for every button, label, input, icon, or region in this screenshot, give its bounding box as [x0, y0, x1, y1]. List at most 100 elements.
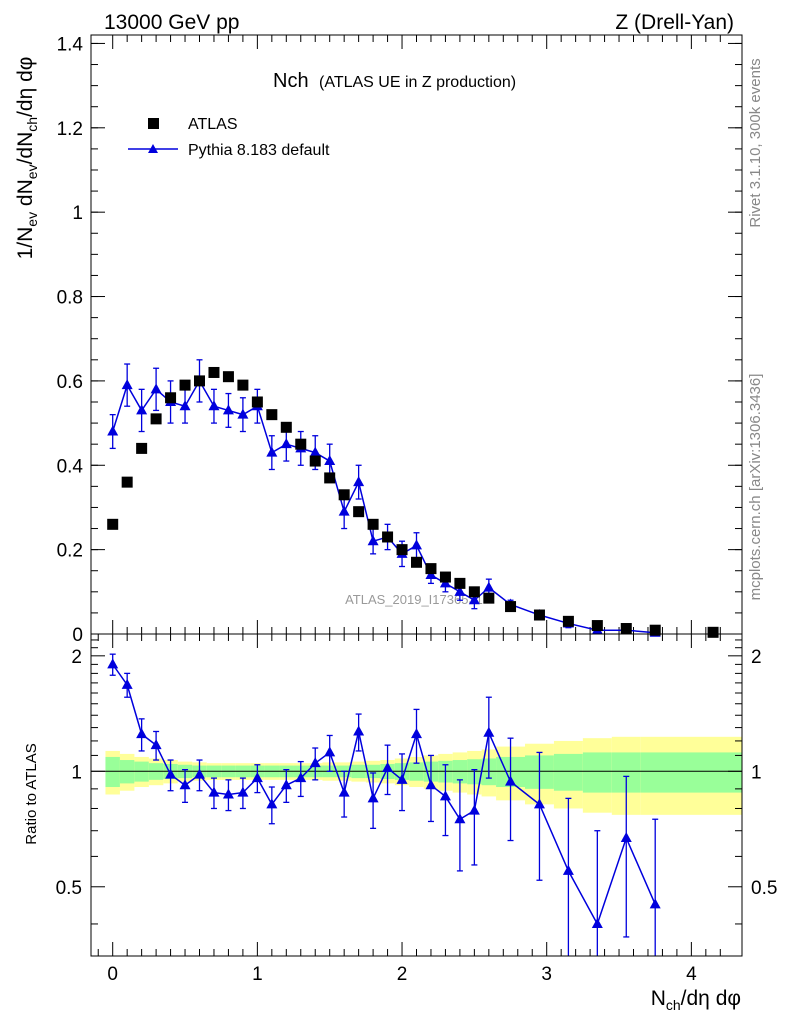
ratio-point	[483, 726, 495, 737]
atlas-point	[136, 442, 148, 454]
ratio-point	[237, 786, 249, 797]
atlas-point	[208, 366, 220, 378]
atlas-point	[266, 409, 278, 421]
xtick-label: 1	[252, 964, 263, 985]
ratio-ytick-label: 0.5	[56, 878, 82, 899]
ratio-point	[324, 746, 336, 757]
ratio-point	[367, 792, 379, 803]
atlas-point	[222, 371, 234, 383]
atlas-point	[367, 518, 379, 530]
ratio-plot-area	[107, 653, 661, 956]
ratio-point	[468, 804, 480, 815]
xtick-label: 3	[541, 964, 552, 985]
xtick-label: 4	[686, 964, 697, 985]
ratio-point	[295, 772, 307, 783]
atlas-point	[353, 506, 365, 518]
xtick-label: 0	[107, 964, 118, 985]
ratio-panel: Ratio to ATLAS 0.5 0.5 1 1 2 2 0 1 2 3 4 Nch/dη d…	[23, 633, 777, 1013]
ratio-point	[505, 775, 517, 786]
pythia-point	[222, 404, 234, 415]
ratio-point	[396, 773, 408, 784]
main-y-axis: 0 0.2 0.4 0.6 0.8 1 1.2 1.4	[57, 34, 742, 646]
band-inner	[640, 752, 742, 793]
ratio-point	[533, 798, 545, 809]
atlas-point	[121, 476, 133, 488]
main-ytick-label: 0	[72, 625, 83, 646]
ratio-point	[439, 790, 451, 801]
main-ytick-label: 0.2	[57, 541, 83, 562]
ratio-ytick-label: 1	[71, 762, 82, 783]
pythia-point	[266, 446, 278, 457]
band-inner	[582, 752, 612, 793]
atlas-point	[382, 531, 394, 543]
x-axis-label: Nch/dη dφ	[651, 987, 741, 1013]
atlas-point	[150, 413, 162, 425]
ratio-point	[649, 898, 661, 909]
atlas-point	[649, 624, 661, 636]
ratio-ytick-label-right: 1	[751, 762, 762, 783]
main-ylabel: 1/Nev dNev/dNch/dη dφ	[14, 57, 40, 260]
pythia-point	[237, 408, 249, 419]
pythia-point	[454, 585, 466, 596]
main-title-sub: (ATLAS UE in Z production)	[319, 74, 516, 91]
ratio-point	[150, 739, 162, 750]
atlas-point	[533, 609, 545, 621]
atlas-point	[425, 563, 437, 575]
atlas-point	[483, 592, 495, 604]
pythia-point	[309, 446, 321, 457]
atlas-point	[194, 375, 205, 387]
pythia-point	[179, 400, 191, 411]
atlas-point	[237, 379, 249, 391]
ratio-point	[107, 658, 119, 669]
ratio-point	[280, 779, 292, 790]
ratio-point	[338, 786, 350, 797]
atlas-point	[454, 577, 466, 589]
band-inner	[105, 756, 120, 788]
main-ytick-label: 0.4	[57, 456, 84, 477]
ratio-frame	[90, 633, 743, 957]
ratio-point	[425, 779, 437, 790]
ratio-point	[620, 832, 632, 843]
ratio-point	[353, 725, 365, 736]
pythia-point	[208, 400, 220, 411]
ratio-point	[562, 864, 574, 875]
pythia-point	[483, 581, 495, 592]
atlas-point	[411, 556, 422, 568]
ratio-point	[591, 917, 603, 928]
main-ytick-label: 0.8	[57, 288, 83, 309]
watermark: ATLAS_2019_I1736531	[345, 592, 483, 607]
pythia-point	[121, 379, 133, 390]
ratio-point	[251, 772, 263, 783]
mcplots-label: mcplots.cern.ch [arXiv:1306.3436]	[747, 374, 764, 601]
atlas-point	[707, 626, 719, 638]
ratio-point	[165, 768, 177, 779]
atlas-point	[620, 623, 632, 635]
legend-atlas-marker	[148, 118, 159, 129]
atlas-point	[165, 392, 177, 404]
atlas-point	[179, 379, 191, 391]
legend-pythia-label: Pythia 8.183 default	[188, 142, 330, 159]
pythia-point	[353, 476, 365, 487]
main-plot-area	[107, 35, 721, 638]
legend-atlas-label: ATLAS	[188, 116, 238, 133]
ratio-point	[208, 786, 220, 797]
ratio-ytick-label-right: 2	[751, 647, 762, 668]
atlas-point	[591, 620, 603, 632]
pythia-point	[324, 455, 336, 466]
atlas-point	[295, 438, 307, 450]
atlas-point	[251, 396, 263, 408]
atlas-point	[107, 518, 119, 530]
pythia-point	[468, 594, 480, 605]
ratio-point	[454, 813, 466, 824]
ratio-point	[121, 678, 133, 689]
atlas-point	[309, 455, 321, 467]
atlas-point	[324, 472, 336, 484]
ratio-point	[194, 768, 205, 779]
legend-pythia-marker	[148, 144, 158, 153]
atlas-point	[439, 571, 451, 583]
pythia-point	[107, 425, 119, 436]
ratio-ytick-label-right: 0.5	[751, 878, 777, 899]
ratio-point	[382, 762, 394, 773]
atlas-point	[338, 489, 350, 501]
